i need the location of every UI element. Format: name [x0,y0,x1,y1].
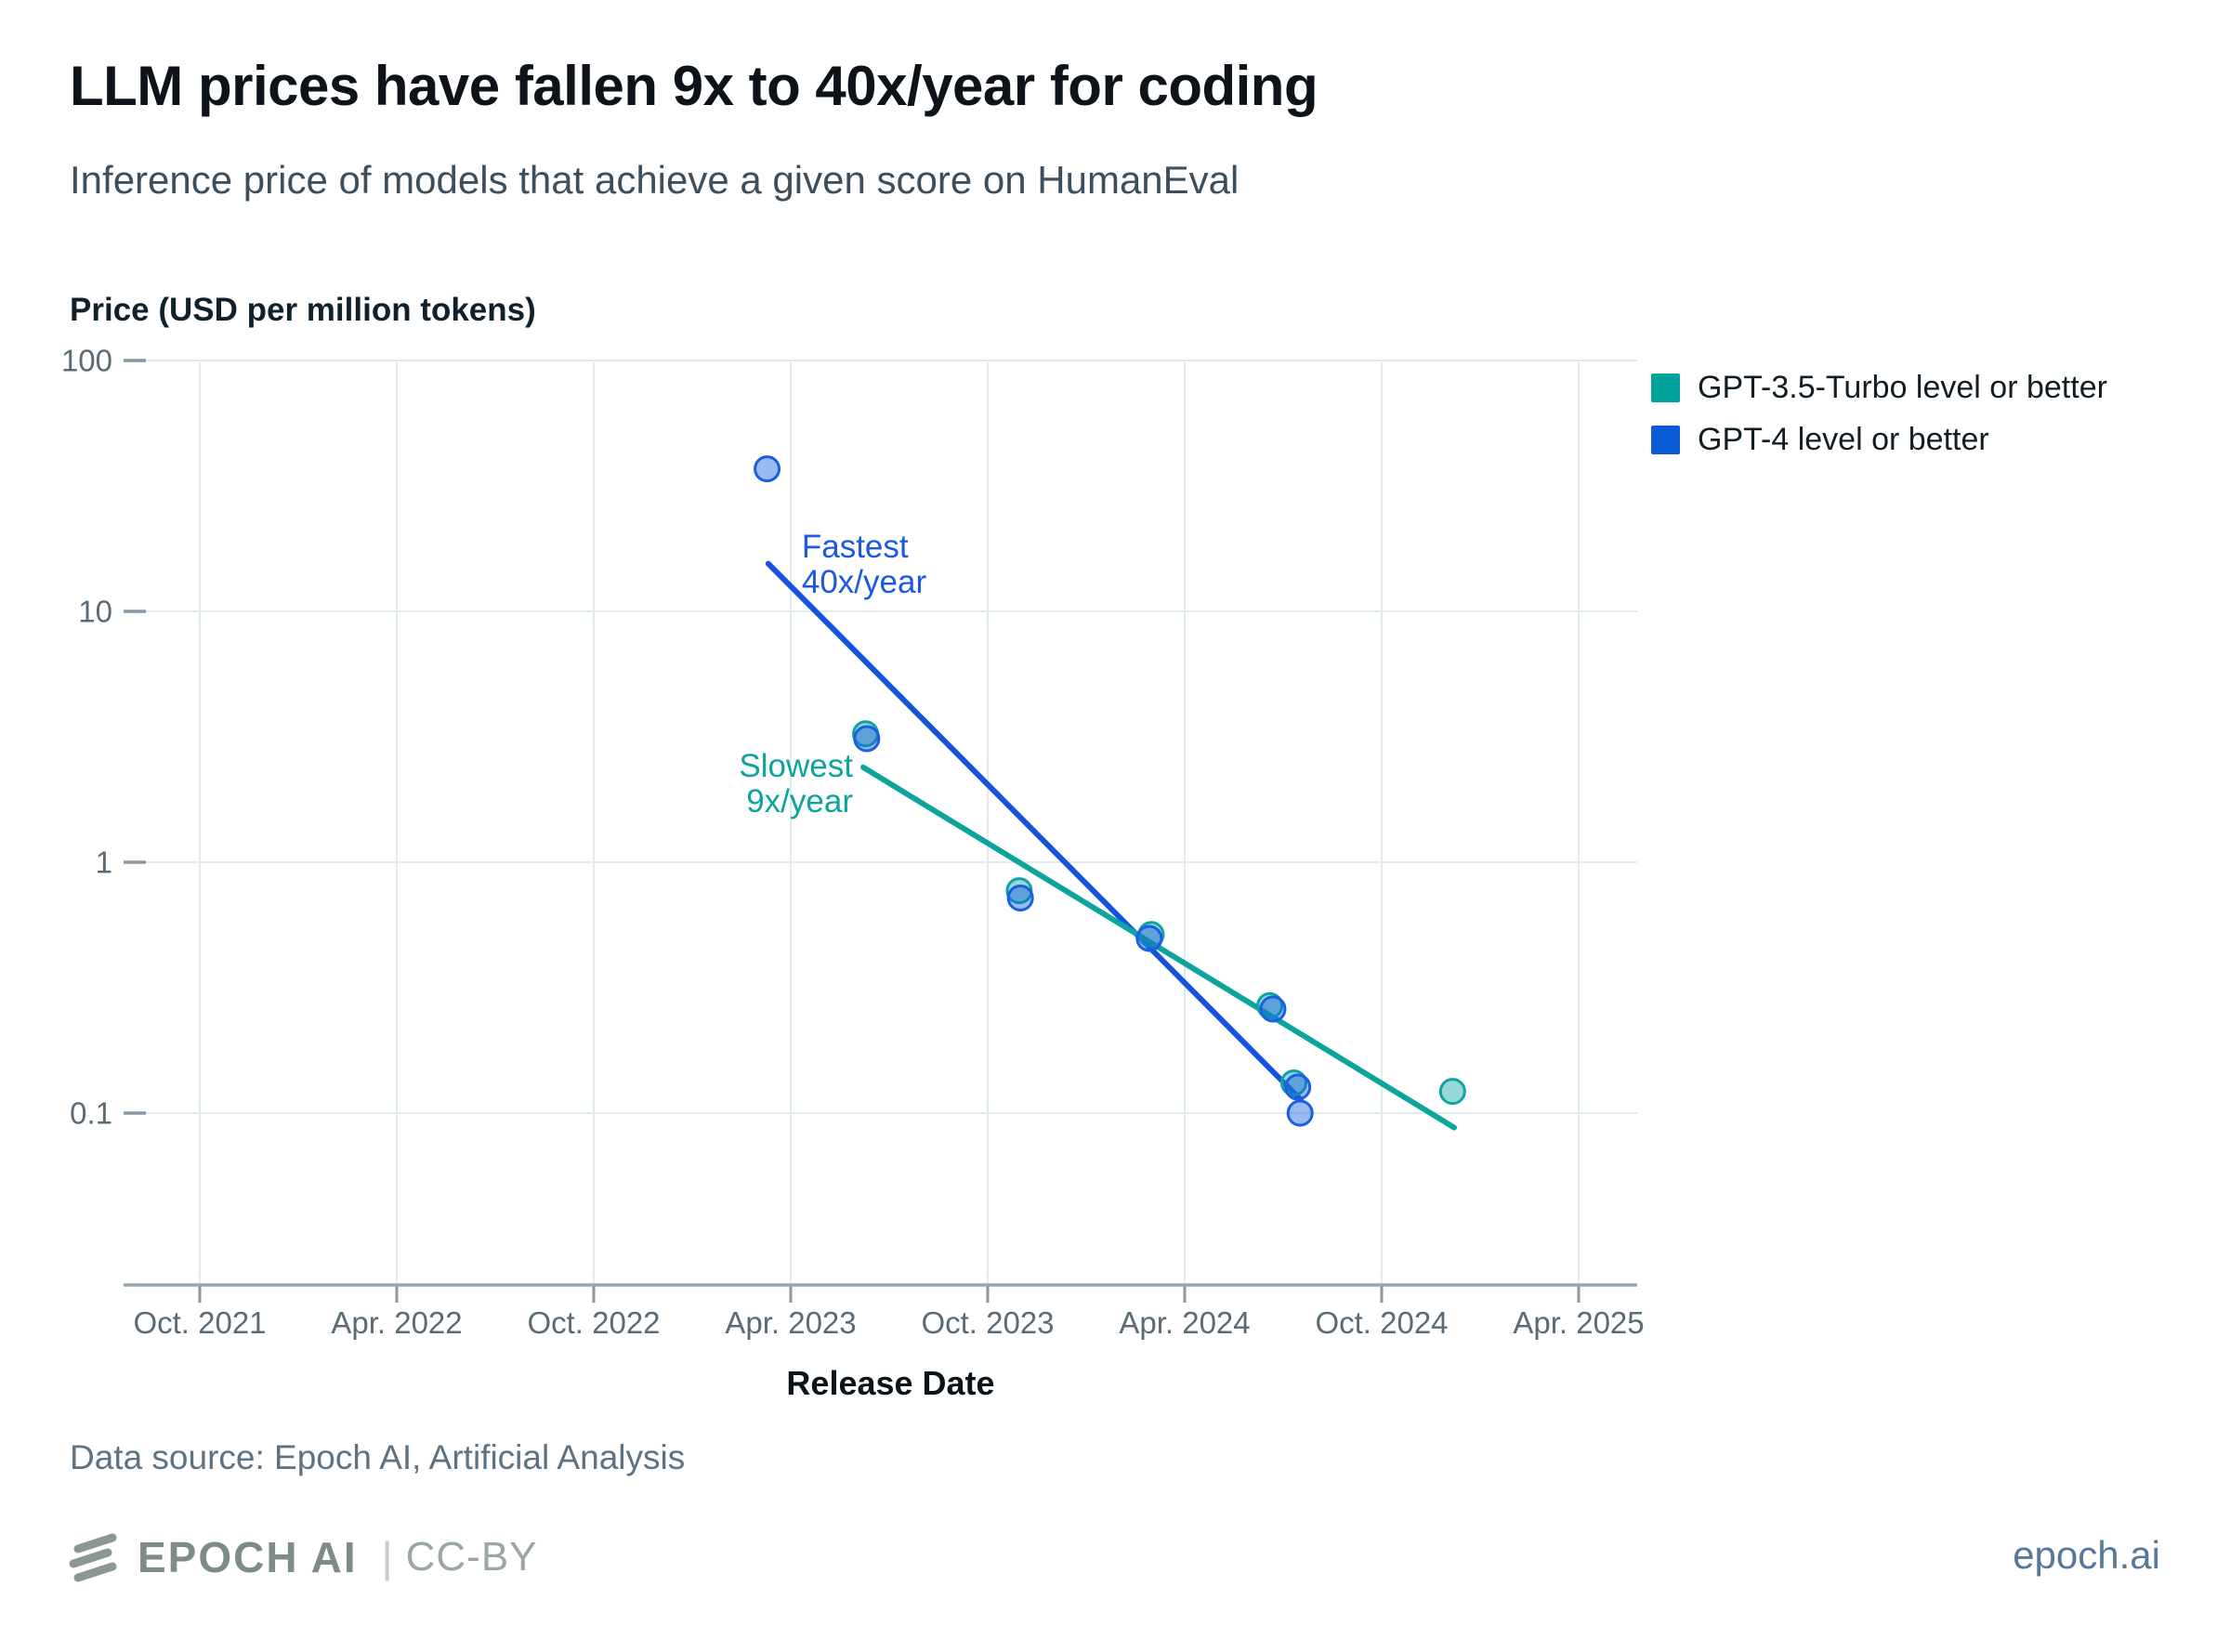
legend-item-gpt4: GPT-4 level or better [1651,422,2107,457]
svg-text:Apr. 2025: Apr. 2025 [1513,1305,1644,1340]
page-title: LLM prices have fallen 9x to 40x/year fo… [70,55,1318,117]
x-axis-title: Release Date [786,1364,995,1402]
site-link[interactable]: epoch.ai [2013,1533,2160,1577]
svg-text:Apr. 2024: Apr. 2024 [1119,1305,1250,1340]
svg-text:0.1: 0.1 [70,1096,112,1131]
divider: | [381,1533,393,1581]
brand-footer: EPOCH AI | CC-BY [67,1529,538,1585]
data-source-note: Data source: Epoch AI, Artificial Analys… [70,1438,686,1476]
legend-label: GPT-3.5-Turbo level or better [1698,370,2107,405]
svg-text:10: 10 [78,595,112,629]
legend-swatch-teal-icon [1651,374,1680,402]
svg-text:Oct. 2024: Oct. 2024 [1315,1305,1448,1340]
epoch-logo-icon [67,1528,119,1587]
svg-text:Oct. 2021: Oct. 2021 [133,1305,266,1340]
svg-text:1: 1 [96,846,112,880]
svg-text:Oct. 2022: Oct. 2022 [527,1305,660,1340]
legend-swatch-blue-icon [1651,426,1680,454]
legend-item-gpt35-turbo: GPT-3.5-Turbo level or better [1651,370,2107,405]
y-axis-title: Price (USD per million tokens) [70,292,536,328]
svg-text:Oct. 2023: Oct. 2023 [921,1305,1054,1340]
legend: GPT-3.5-Turbo level or better GPT-4 leve… [1651,370,2107,478]
legend-label: GPT-4 level or better [1698,422,1989,457]
svg-text:100: 100 [61,344,112,378]
svg-text:Apr. 2023: Apr. 2023 [725,1305,856,1340]
brand-name: EPOCH AI [138,1533,358,1581]
page-subtitle: Inference price of models that achieve a… [70,158,1240,202]
svg-text:Apr. 2022: Apr. 2022 [331,1305,462,1340]
license-badge: CC-BY [405,1534,538,1580]
